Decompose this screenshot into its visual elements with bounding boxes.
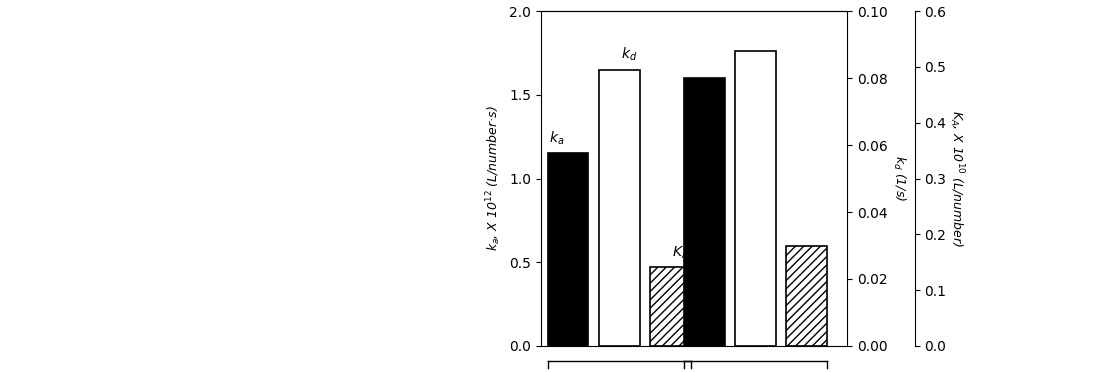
Bar: [735, 51, 776, 346]
Bar: [599, 70, 640, 346]
Text: $\mathit{k}_{d}$: $\mathit{k}_{d}$: [621, 46, 637, 63]
Y-axis label: $k_{a}$, X 10$^{12}$ (L/number·s): $k_{a}$, X 10$^{12}$ (L/number·s): [485, 106, 504, 251]
Bar: [547, 154, 589, 346]
Text: $\mathit{k}_{a}$: $\mathit{k}_{a}$: [550, 129, 564, 147]
Text: $\mathit{K}_{A}$: $\mathit{K}_{A}$: [672, 244, 689, 260]
Bar: [786, 246, 827, 346]
Bar: [683, 78, 725, 346]
Y-axis label: $K_{A}$, X 10$^{10}$ (L/number): $K_{A}$, X 10$^{10}$ (L/number): [948, 110, 966, 247]
Bar: [650, 267, 690, 346]
Y-axis label: $k_{d}$ (1/s): $k_{d}$ (1/s): [891, 155, 908, 202]
